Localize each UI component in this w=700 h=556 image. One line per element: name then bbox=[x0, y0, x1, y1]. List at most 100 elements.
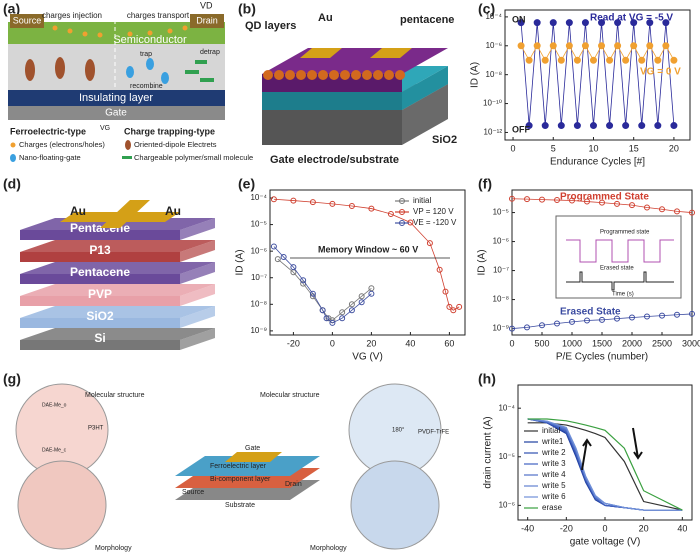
panel-label: (c) bbox=[478, 1, 495, 17]
data-point bbox=[584, 198, 590, 205]
layer-top bbox=[20, 328, 215, 340]
data-point bbox=[270, 243, 277, 250]
drain-label: Drain bbox=[285, 481, 302, 488]
data-point bbox=[436, 266, 443, 273]
drain-label: Drain bbox=[196, 15, 218, 25]
data-point bbox=[280, 254, 287, 261]
data-point bbox=[446, 303, 453, 310]
data-point bbox=[622, 122, 630, 130]
layer-label: Si bbox=[94, 331, 105, 345]
plot-frame bbox=[269, 189, 466, 336]
x-tick-label: 40 bbox=[677, 523, 687, 533]
data-point bbox=[539, 322, 545, 329]
legend-label: initial bbox=[542, 426, 560, 435]
annotation: ON bbox=[512, 14, 526, 24]
sweep-arrow bbox=[581, 438, 592, 471]
data-point bbox=[589, 56, 597, 64]
layer-front bbox=[20, 340, 180, 350]
qd-spheres bbox=[263, 70, 405, 80]
x-tick-label: 0 bbox=[511, 143, 516, 153]
data-point bbox=[659, 312, 665, 319]
qd-label: QD layers bbox=[245, 20, 296, 32]
panel-label: (b) bbox=[238, 1, 256, 17]
sweep-arrow bbox=[632, 427, 643, 460]
panel-label: (a) bbox=[3, 1, 20, 17]
legend-marker bbox=[399, 198, 405, 204]
au-label: Au bbox=[318, 12, 333, 24]
drain bbox=[190, 14, 224, 28]
data-point bbox=[670, 56, 678, 64]
data-point bbox=[638, 56, 646, 64]
legend-label: write 3 bbox=[541, 459, 566, 468]
data-point bbox=[598, 42, 606, 50]
morph-label: Morphology bbox=[95, 545, 132, 552]
series-line bbox=[520, 22, 675, 126]
panel-label: (e) bbox=[238, 176, 255, 192]
y-tick-label: 10⁻⁵ bbox=[493, 208, 509, 217]
sio2-label: SiO2 bbox=[432, 134, 457, 146]
layer-front bbox=[20, 230, 180, 240]
x-tick-label: 1500 bbox=[592, 338, 612, 348]
legend-label: write 6 bbox=[541, 492, 566, 501]
data-point bbox=[599, 316, 605, 323]
series-line bbox=[527, 418, 683, 511]
data-point bbox=[565, 42, 573, 50]
legend-marker bbox=[399, 220, 405, 226]
x-tick-label: 20 bbox=[366, 338, 376, 348]
series-line bbox=[511, 198, 693, 213]
data-point bbox=[541, 56, 549, 64]
data-point bbox=[584, 317, 590, 324]
morph-label: Morphology bbox=[310, 545, 347, 552]
y-axis-label: ID (A) bbox=[477, 249, 488, 275]
data-point bbox=[270, 196, 277, 203]
y-axis-label: ID (A) bbox=[470, 62, 481, 88]
legend-marker bbox=[399, 209, 405, 215]
ferro-label: Ferroelectric-type bbox=[10, 126, 86, 136]
y-axis-label: ID (A) bbox=[235, 249, 246, 275]
p3ht-label: P3HT bbox=[88, 426, 104, 432]
data-point bbox=[456, 303, 463, 310]
legend-label: erase bbox=[542, 503, 563, 512]
polymer-label: Chargeable polymer/small molecule bbox=[134, 153, 253, 162]
data-point bbox=[554, 320, 560, 327]
annotation: Memory Window ~ 60 V bbox=[318, 244, 418, 254]
layer-side bbox=[180, 262, 215, 284]
insulating-layer bbox=[8, 90, 225, 106]
layer-front bbox=[20, 318, 180, 328]
series-line bbox=[277, 258, 372, 321]
vg-label: VG bbox=[100, 125, 110, 132]
legend-label: write 4 bbox=[541, 470, 566, 479]
y-tick-label: 10⁻⁶ bbox=[493, 237, 509, 246]
data-point bbox=[654, 122, 662, 130]
sio2-side bbox=[402, 66, 448, 110]
x-tick-label: 0 bbox=[330, 338, 335, 348]
y-tick-label: 10⁻⁹ bbox=[492, 324, 509, 333]
gate-layer bbox=[8, 106, 225, 120]
detrap-label: detrap bbox=[200, 49, 220, 56]
x-tick-label: 1000 bbox=[562, 338, 582, 348]
dae-label: DAE-Me_c bbox=[42, 447, 67, 453]
floating-gates bbox=[126, 58, 169, 84]
data-point bbox=[581, 19, 589, 27]
x-axis-label: VG (V) bbox=[352, 352, 383, 363]
series-label: VG = 0 V bbox=[640, 67, 681, 78]
layer-label: SiO2 bbox=[86, 309, 114, 323]
panel-label: (h) bbox=[478, 371, 496, 387]
data-point bbox=[662, 19, 670, 27]
panel-a: (a) Source Drain VD charges injection ch… bbox=[3, 0, 253, 162]
data-point bbox=[549, 42, 557, 50]
data-point bbox=[541, 122, 549, 130]
data-point bbox=[339, 309, 346, 316]
layer-front bbox=[20, 274, 180, 284]
data-point bbox=[606, 56, 614, 64]
data-point bbox=[358, 299, 365, 306]
data-point bbox=[598, 19, 606, 27]
x-tick-label: 2500 bbox=[652, 338, 672, 348]
legend-dot bbox=[10, 142, 16, 148]
layer-side bbox=[180, 306, 215, 328]
x-axis-label: Endurance Cycles [#] bbox=[550, 157, 645, 168]
data-point bbox=[300, 277, 307, 284]
